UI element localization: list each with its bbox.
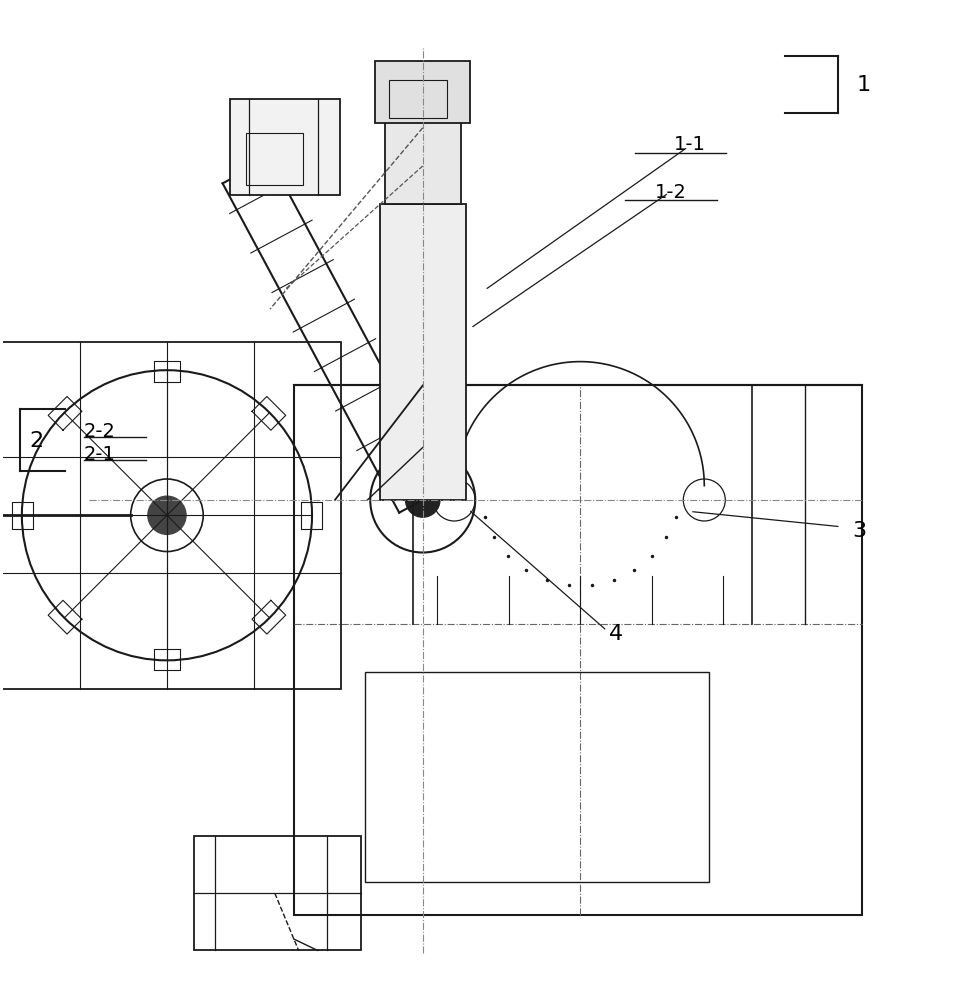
Bar [366, 672, 709, 882]
Bar [230, 99, 340, 195]
Bar [385, 118, 461, 204]
Bar [390, 80, 446, 118]
Text: 4: 4 [609, 624, 623, 644]
Text: 1: 1 [857, 75, 871, 95]
Bar [246, 133, 303, 185]
Bar [0, 342, 341, 689]
Text: 2: 2 [30, 431, 43, 451]
Bar [194, 836, 361, 950]
Bar [380, 204, 466, 500]
Circle shape [148, 496, 186, 534]
Text: 3: 3 [852, 521, 866, 541]
Bar [294, 385, 862, 915]
Text: 1-1: 1-1 [674, 135, 706, 154]
Text: 2-2: 2-2 [84, 422, 116, 441]
Circle shape [405, 483, 440, 517]
Text: 1-2: 1-2 [655, 183, 686, 202]
Bar [375, 61, 470, 123]
Text: 2-1: 2-1 [84, 445, 116, 464]
